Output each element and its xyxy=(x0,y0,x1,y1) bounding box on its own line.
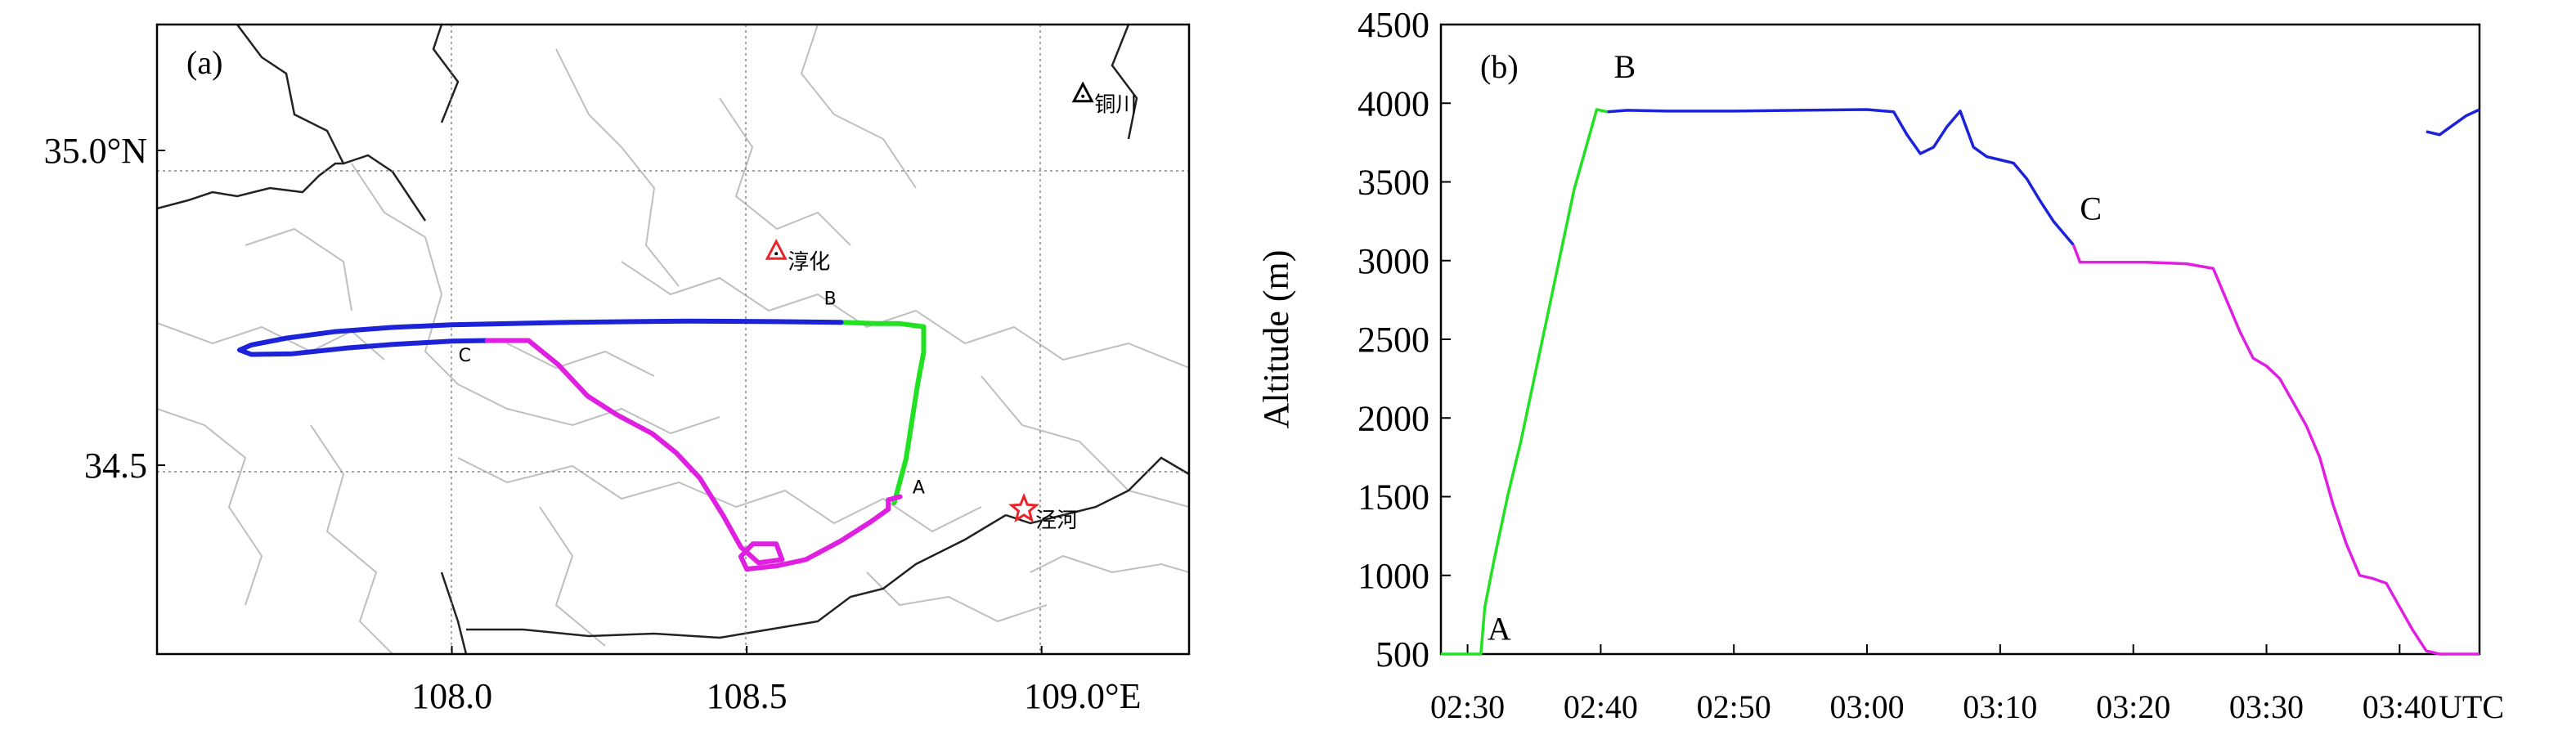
map-point-labels: A B C xyxy=(459,289,925,499)
altitude-y-tick-label: 1000 xyxy=(1358,556,1429,596)
altitude-line-c-a xyxy=(2071,244,2480,656)
map-track-a-b xyxy=(838,320,927,506)
altitude-point-labels: A B C xyxy=(1488,48,2102,647)
y-axis-label: Altitude (m) xyxy=(1256,250,1296,429)
altitude-x-tick-label: 02:30 xyxy=(1430,688,1505,725)
altitude-line-a-b xyxy=(1441,108,1608,656)
altitude-y-tick-label: 4000 xyxy=(1358,83,1429,123)
map-track-b-c xyxy=(237,318,844,357)
map-panel-label: (a) xyxy=(186,44,222,81)
map-frame xyxy=(155,23,1191,656)
station-triangle-icon xyxy=(1071,81,1094,103)
x-axis-unit-label: UTC xyxy=(2439,688,2504,725)
station-label: 泾河 xyxy=(1035,509,1078,533)
map-point-label-c: C xyxy=(459,346,471,366)
altitude-y-tick-label: 2500 xyxy=(1358,320,1429,360)
station-label: 铜川 xyxy=(1094,93,1137,118)
map-track-c-a xyxy=(484,338,903,572)
station-dot-icon xyxy=(774,252,779,256)
altitude-y-ticks: 500 1000 1500 2000 2500 3000 3500 4000 4500 xyxy=(1358,5,1451,674)
station-dot-icon xyxy=(1081,94,1085,98)
altitude-y-tick-label: 1500 xyxy=(1358,477,1429,518)
altitude-panel-label: (b) xyxy=(1480,48,1519,85)
map-y-ticks: 34.5 35.0°N xyxy=(44,131,165,486)
altitude-line-b-c xyxy=(1607,108,2075,246)
altitude-x-tick-label: 03:10 xyxy=(1963,688,2037,725)
station-star-icon xyxy=(1008,492,1040,523)
county-boundaries xyxy=(157,25,1189,654)
altitude-x-tick-label: 03:40 xyxy=(2363,688,2437,725)
altitude-x-tick-label: 02:50 xyxy=(1697,688,1771,725)
map-y-tick-label: 35.0°N xyxy=(44,131,147,171)
altitude-y-tick-label: 4500 xyxy=(1358,5,1429,45)
altitude-point-label-c: C xyxy=(2080,190,2102,226)
altitude-x-ticks: 02:30 02:40 02:50 03:00 03:10 03:20 03:30 03:40 xyxy=(1430,644,2437,725)
station-label: 淳化 xyxy=(788,250,830,275)
map-frame-bg xyxy=(157,25,1189,654)
altitude-y-tick-label: 2000 xyxy=(1358,398,1429,438)
altitude-x-tick-label: 03:20 xyxy=(2096,688,2170,725)
station-triangle-icon xyxy=(765,238,788,260)
altitude-line-a-b-start xyxy=(2426,108,2480,137)
altitude-series xyxy=(1441,108,2480,656)
flight-tracks xyxy=(237,318,927,572)
map-y-tick-label: 34.5 xyxy=(84,446,147,486)
altitude-panel: (b) Altitude (m) UTC 500 1000 1500 2000 2500… xyxy=(1256,5,2504,725)
altitude-x-tick-label: 03:00 xyxy=(1829,688,1904,725)
province-boundaries xyxy=(157,25,1189,654)
altitude-point-label-a: A xyxy=(1488,610,1511,647)
altitude-frame xyxy=(1439,23,2481,656)
altitude-y-tick-label: 500 xyxy=(1376,634,1429,674)
map-x-tick-label: 108.5 xyxy=(707,676,788,716)
altitude-y-tick-label: 3000 xyxy=(1358,241,1429,281)
map-x-tick-label: 109.0°E xyxy=(1024,676,1141,716)
altitude-y-tick-label: 3500 xyxy=(1358,163,1429,203)
map-point-label-b: B xyxy=(824,289,837,310)
altitude-x-tick-label: 03:30 xyxy=(2229,688,2304,725)
altitude-x-tick-label: 02:40 xyxy=(1564,688,1638,725)
altitude-point-label-b: B xyxy=(1614,48,1636,85)
map-x-ticks: 108.0 108.5 109.0°E xyxy=(411,646,1141,716)
map-point-label-a: A xyxy=(913,478,925,499)
map-x-tick-label: 108.0 xyxy=(411,676,492,716)
